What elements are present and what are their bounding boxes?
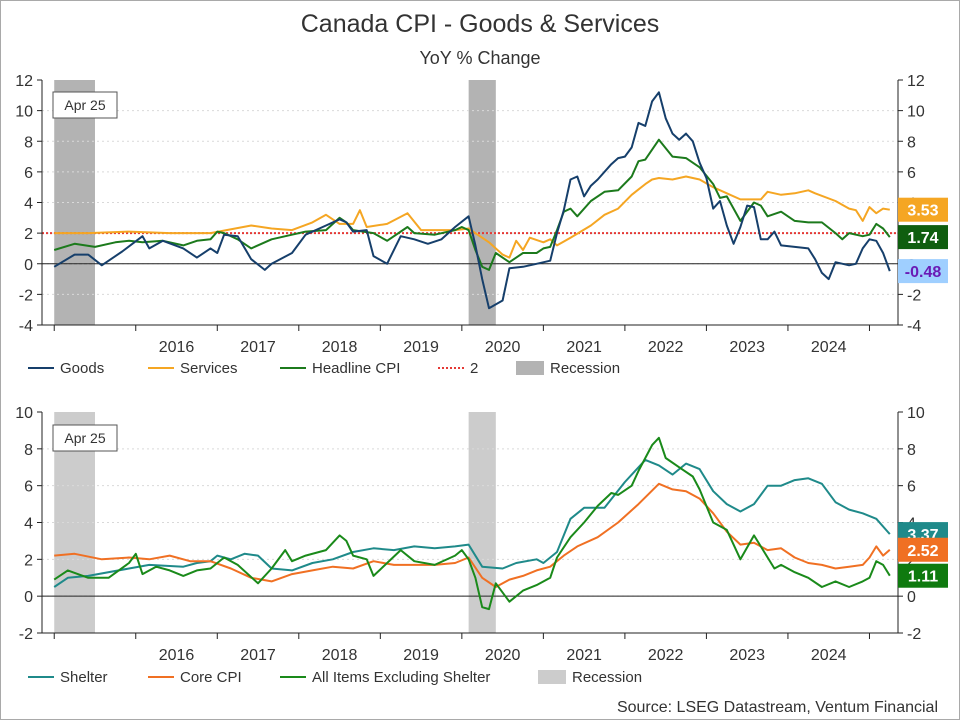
top-legend-label: 2 [470,360,478,377]
bottom-x-tick-label: 2019 [403,647,439,664]
bottom-legend-label: Shelter [60,669,108,686]
top-x-tick-label: 2021 [566,339,602,356]
bottom-x-tick-label: 2024 [811,647,847,664]
bottom-x-tick-label: 2021 [566,647,602,664]
bottom-legend-label: Core CPI [180,669,242,686]
top-legend-label: Headline CPI [312,360,400,377]
bottom-y-tick-label-left: 10 [15,405,33,422]
top-x-tick-label: 2016 [159,339,195,356]
top-legend-label: Goods [60,360,104,377]
bottom-legend-swatch [538,670,566,684]
bottom-recession-shading [54,412,496,633]
top-legend: Goods Services Headline CPI 2 Recession [28,360,620,377]
bottom-y-tick-label-right: 10 [907,405,925,422]
top-date-note: Apr 25 [52,91,118,119]
top-panel-goods-services: -4-4-2-200224466881010121220162017201820… [15,73,948,356]
bottom-note-text: Apr 25 [64,430,105,446]
top-y-tick-label-left: -4 [19,318,33,335]
top-y-tick-label-left: 2 [24,226,33,243]
top-end-label: -0.48 [905,264,942,281]
bottom-date-note: Apr 25 [52,424,118,452]
top-y-tick-label-left: -2 [19,287,33,304]
top-x-tick-label: 2024 [811,339,847,356]
bottom-x-tick-label: 2022 [648,647,684,664]
chart-title: Canada CPI - Goods & Services [301,10,660,38]
top-x-tick-label: 2022 [648,339,684,356]
bottom-end-label: 1.11 [908,569,938,586]
top-x-tick-label: 2019 [403,339,439,356]
top-x-tick-label: 2018 [322,339,358,356]
bottom-x-tick-label: 2016 [159,647,195,664]
top-y-tick-label-right: 6 [907,165,916,182]
top-y-tick-label-right: 10 [907,104,925,121]
bottom-panel-shelter-core: -2-2002244668810102016201720182019202020… [15,405,948,664]
bottom-legend-label: All Items Excluding Shelter [312,669,490,686]
bottom-legend: Shelter Core CPI All Items Excluding Shelt… [28,669,642,686]
top-end-label-box [898,259,948,284]
top-x-tick-label: 2023 [729,339,765,356]
top-recession-shading [54,80,496,325]
top-x-tick-label: 2020 [485,339,521,356]
bottom-end-label: 2.52 [907,543,938,560]
top-y-tick-label-left: 12 [15,73,33,90]
top-end-labels: -0.48 3.53 1.74 [898,197,948,284]
top-y-tick-label-right: 8 [907,134,916,151]
bottom-y-tick-label-left: 4 [24,516,33,533]
chart-subtitle: YoY % Change [419,48,540,68]
bottom-y-tick-label-left: 2 [24,552,33,569]
top-end-label-box [898,197,948,222]
bottom-y-tick-label-left: 6 [24,479,33,496]
top-note-box [52,91,118,119]
source-text: Source: LSEG Datastream, Ventum Financia… [617,699,938,716]
top-series-services [54,175,890,259]
top-legend-label: Recession [550,360,620,377]
top-legend-swatch [516,361,544,375]
top-end-label: 1.74 [907,230,938,247]
top-y-tick-label-right: -2 [907,287,921,304]
bottom-series-lines [53,436,891,611]
bottom-series-core-cpi [54,482,891,588]
top-series-goods [53,91,891,310]
bottom-x-tick-label: 2018 [322,647,358,664]
bottom-x-tick-label: 2020 [485,647,521,664]
bottom-y-tick-label-left: 0 [24,589,33,606]
top-y-tick-label-left: 0 [24,257,33,274]
top-note-text: Apr 25 [64,97,105,113]
bottom-x-tick-label: 2017 [240,647,276,664]
top-x-tick-label: 2017 [240,339,276,356]
top-y-tick-label-left: 4 [24,196,33,213]
top-y-tick-label-left: 10 [15,104,33,121]
bottom-y-tick-label-left: -2 [19,626,33,643]
top-end-label-box [898,225,948,250]
top-y-tick-label-left: 6 [24,165,33,182]
bottom-y-tick-label-right: -2 [907,626,921,643]
bottom-end-label-box [898,563,948,588]
top-y-tick-label-right: 12 [907,73,925,90]
bottom-end-labels: 3.372.521.11 [898,522,948,588]
bottom-y-tick-label-left: 8 [24,442,33,459]
top-series-lines [53,91,891,310]
top-y-tick-label-left: 8 [24,134,33,151]
bottom-legend-label: Recession [572,669,642,686]
bottom-y-tick-label-right: 0 [907,589,916,606]
top-end-label: 3.53 [907,203,938,220]
top-y-tick-label-right: -4 [907,318,921,335]
bottom-y-tick-label-right: 8 [907,442,916,459]
bottom-y-tick-label-right: 6 [907,479,916,496]
bottom-series-all-items-excluding-shelter [53,436,891,611]
top-legend-label: Services [180,360,238,377]
bottom-note-box [52,424,118,452]
bottom-x-tick-label: 2023 [729,647,765,664]
bottom-end-label-box [898,537,948,562]
top-series-headline-cpi [53,138,891,271]
